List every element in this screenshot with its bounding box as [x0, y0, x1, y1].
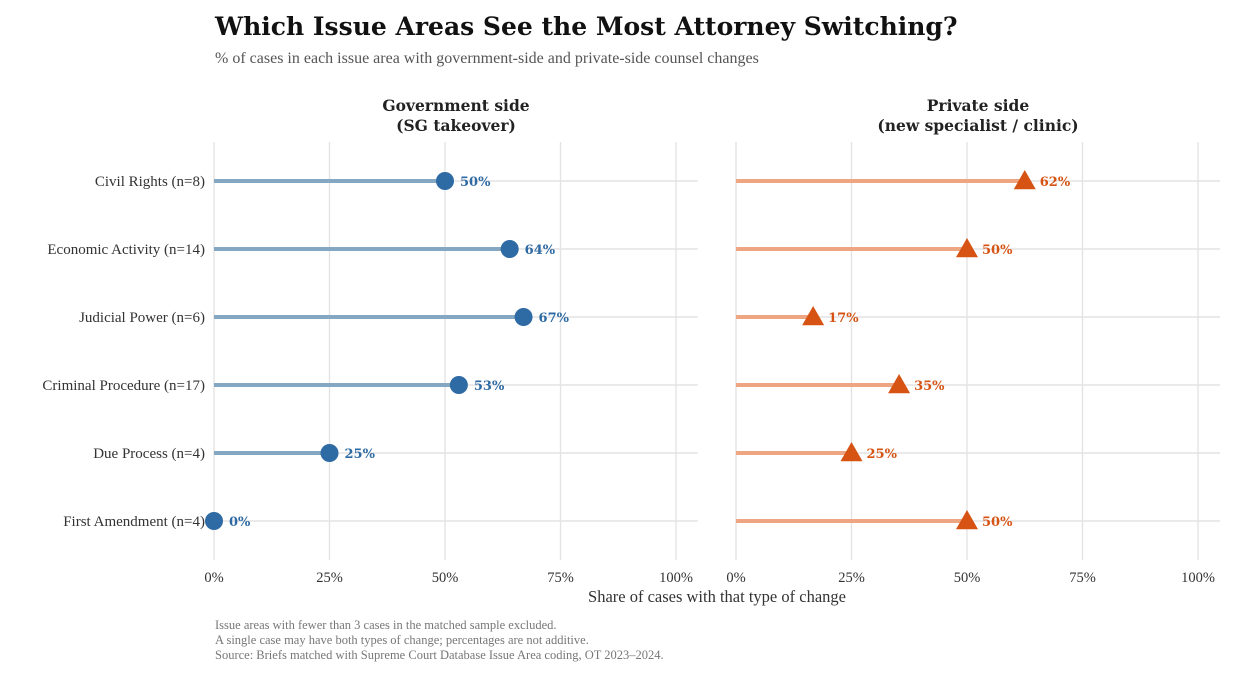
private-value-label: 50%	[982, 243, 1013, 258]
panel-title: Government side	[382, 96, 529, 115]
category-label: First Amendment (n=4)	[63, 514, 205, 530]
private-value-label: 35%	[914, 379, 945, 394]
x-tick-label: 0%	[204, 570, 223, 586]
government-value-label: 50%	[460, 175, 491, 190]
government-point	[320, 444, 339, 462]
government-value-label: 64%	[525, 243, 556, 258]
government-point	[514, 308, 533, 326]
x-tick-label: 25%	[838, 570, 865, 586]
note-line: Source: Briefs matched with Supreme Cour…	[215, 648, 664, 662]
private-point	[956, 510, 978, 530]
government-value-label: 0%	[229, 515, 251, 530]
private-point	[888, 374, 911, 394]
x-tick-label: 75%	[547, 570, 574, 586]
x-tick-label: 50%	[432, 570, 459, 586]
x-axis-label: Share of cases with that type of change	[588, 587, 846, 606]
panel-subtitle: (SG takeover)	[396, 116, 516, 135]
government-point	[205, 512, 223, 530]
government-point	[436, 172, 454, 190]
x-tick-label: 25%	[316, 570, 343, 586]
chart-notes: Issue areas with fewer than 3 cases in t…	[215, 618, 664, 663]
private-point	[802, 306, 825, 326]
x-tick-label: 0%	[726, 570, 745, 586]
note-line: Issue areas with fewer than 3 cases in t…	[215, 618, 557, 632]
private-point	[1013, 170, 1036, 190]
private-value-label: 17%	[828, 311, 859, 326]
private-point	[840, 442, 863, 462]
category-label: Economic Activity (n=14)	[47, 242, 205, 258]
government-point	[449, 376, 468, 394]
private-value-label: 62%	[1040, 175, 1071, 190]
government-value-label: 53%	[474, 379, 505, 394]
category-label: Due Process (n=4)	[93, 446, 205, 462]
panel-subtitle: (new specialist / clinic)	[877, 116, 1078, 135]
chart-subtitle: % of cases in each issue area with gover…	[215, 50, 759, 67]
note-line: A single case may have both types of cha…	[215, 633, 589, 647]
x-tick-label: 100%	[659, 570, 693, 586]
category-label: Criminal Procedure (n=17)	[42, 378, 205, 394]
x-tick-label: 50%	[954, 570, 981, 586]
panel-title: Private side	[927, 96, 1030, 115]
chart-title: Which Issue Areas See the Most Attorney …	[215, 12, 958, 41]
government-value-label: 25%	[345, 447, 376, 462]
x-tick-label: 75%	[1069, 570, 1096, 586]
government-point	[500, 240, 519, 258]
category-label: Judicial Power (n=6)	[79, 310, 205, 326]
government-value-label: 67%	[539, 311, 570, 326]
private-point	[956, 238, 978, 258]
private-value-label: 25%	[867, 447, 898, 462]
category-label: Civil Rights (n=8)	[95, 174, 205, 190]
private-value-label: 50%	[982, 515, 1013, 530]
x-tick-label: 100%	[1181, 570, 1215, 586]
